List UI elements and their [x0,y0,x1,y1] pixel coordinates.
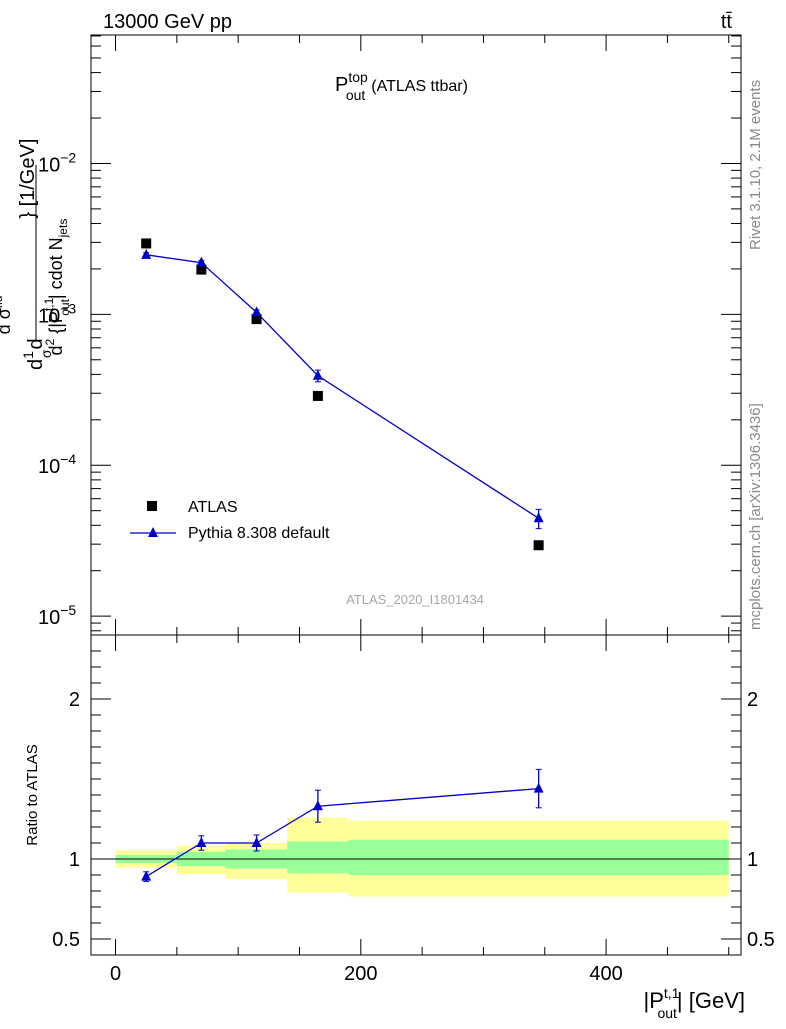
main-y-tick-label: 10−2 [38,149,76,176]
legend-atlas-marker [147,501,157,511]
ratio-inner-band [348,839,729,875]
pythia-data-point [312,369,323,380]
ratio-y-tick-label-right: 1 [747,849,758,871]
legend-pythia-label: Pythia 8.308 default [188,525,330,542]
xlab-sub: out [657,1005,677,1021]
ratio-y-tick-label: 2 [69,689,80,711]
ratio-data-point [312,800,323,811]
main-lines [146,254,539,519]
pythia-data-point [251,306,262,317]
ylab-frac2-den-sup2: t,1 [42,297,56,311]
ratio-bands [115,817,729,897]
ylab-mid: d [25,338,47,349]
ratio-y-tick-label: 1 [69,849,80,871]
xlab-pre: |P [643,988,663,1013]
tick-label-base: 10 [38,305,60,327]
atlas-data-point [533,540,544,551]
ratio-ticks: 0.5 0.5 1 1 2 2 0 200 400 [52,635,775,985]
tick-label-base: 10 [38,154,60,176]
atlas-data-point [251,314,262,325]
pythia-data-point [141,248,152,259]
tick-label-exponent: −2 [60,149,76,165]
tick-label-exponent: −3 [60,300,76,316]
x-axis-label: |Pt,1 out| [GeV] [643,985,745,1021]
x-tick-label: 0 [110,963,121,985]
pythia-line [146,254,539,519]
ratio-y-tick-label-right: 2 [747,689,758,711]
tick-label-base: 10 [38,456,60,478]
ratio-inner-band [287,841,349,874]
pythia-data-point [196,256,207,267]
ylab-frac2-num: d σ [0,308,14,334]
ratio-frame [90,634,742,956]
tick-label-base: 10 [38,607,60,629]
legend: ATLAS Pythia 8.308 default [130,499,330,542]
process-label: tt̄ [721,11,733,33]
ylab-suffix: } [1/GeV] [17,139,39,219]
main-frame [90,34,742,636]
chart-title-sub: out [346,87,366,103]
mcplots-label: mcplots.cern.ch [arXiv:1306.3436] [747,403,764,630]
ratio-data-point [141,870,152,881]
chart-title-main: P [335,74,348,96]
main-ticks: 10−510−410−310−2 [38,35,741,635]
ylab-frac2-num-sup: fid [0,296,5,309]
main-y-tick-label: 10−3 [38,300,76,327]
energy-label: 13000 GeV pp [103,11,232,33]
tick-label-exponent: −4 [60,451,76,467]
rivet-label: Rivet 3.1.10, 2.1M events [747,80,764,250]
pythia-data-point [533,512,544,523]
ratio-data-point [533,782,544,793]
xlab-post: | [GeV] [677,988,745,1013]
tick-label-exponent: −5 [60,602,76,618]
ratio-data-point [251,837,262,847]
ylab-frac2-den-b: {|P [46,311,66,339]
atlas-data-point [312,390,323,401]
main-y-tick-label: 10−4 [38,451,76,478]
legend-pythia-marker [148,527,158,537]
analysis-watermark: ATLAS_2020_I1801434 [346,592,484,607]
ratio-y-tick-label-right: 0.5 [747,929,775,951]
x-tick-label: 200 [344,963,377,985]
ylab-prefix: d [25,359,47,370]
main-y-tick-label: 10−5 [38,602,76,629]
atlas-data-point [141,238,152,249]
ylab-frac2-den-sub: out [58,298,72,315]
chart-title-tail: (ATLAS ttbar) [371,78,468,95]
ylab-frac1-den: σ [38,349,54,358]
ratio-panel: 0.5 0.5 1 1 2 2 0 200 400 Ratio to ATLAS |Pt,1 ou… [24,634,775,1021]
atlas-data-point [196,264,207,275]
legend-atlas-label: ATLAS [188,499,238,516]
xlab-sup: t,1 [664,985,680,1001]
ratio-data-point [196,837,207,847]
ratio-y-tick-label: 0.5 [52,929,80,951]
ylab-frac1-num: 1 [20,351,36,359]
ratio-markers [141,768,544,882]
ylab-frac2-den-sup: 2 [43,338,57,345]
ylab-frac2-den-a: d [46,345,66,355]
ylab-frac2-den-sub2: jets [56,219,70,239]
main-markers [141,238,544,551]
ratio-y-label: Ratio to ATLAS [24,744,41,845]
main-panel: 10−510−410−310−2 Ptop out (ATLAS ttbar) AT… [0,34,742,636]
chart-title: Ptop out (ATLAS ttbar) [335,69,468,103]
ylab-frac2-den-c: | cdot N [46,237,66,299]
x-tick-label: 400 [589,963,622,985]
chart-title-sup: top [348,69,368,85]
